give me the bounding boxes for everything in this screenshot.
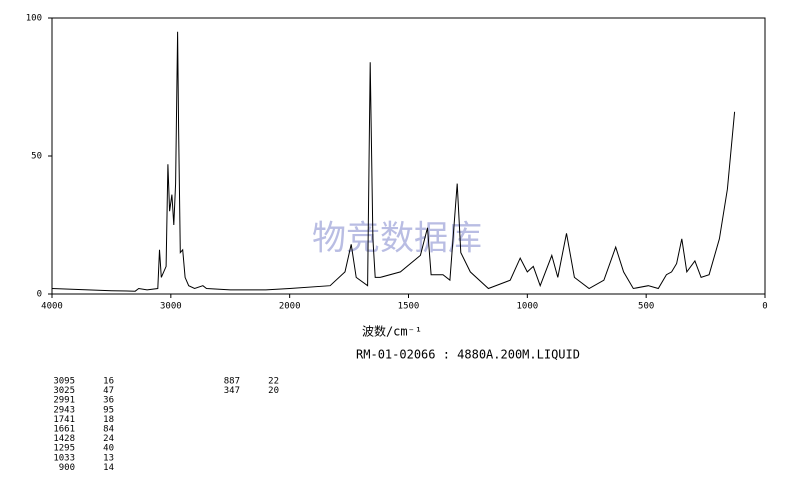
- peak-wavenumber: 347: [224, 386, 240, 396]
- x-tick-label: 500: [638, 302, 654, 312]
- peak-intensity: 40: [103, 444, 114, 454]
- peak-wavenumber: 1295: [53, 444, 75, 454]
- peak-intensity: 24: [103, 434, 114, 444]
- x-axis-label: 波数/cm⁻¹: [362, 324, 422, 339]
- y-tick-label: 0: [37, 290, 42, 300]
- x-tick-label: 0: [762, 302, 767, 312]
- x-tick-label: 1500: [398, 302, 420, 312]
- spectrum-line: [51, 31, 736, 292]
- peak-wavenumber: 1741: [53, 415, 75, 425]
- watermark: 物竞数据库: [312, 219, 482, 259]
- y-tick-label: 100: [26, 14, 42, 24]
- peak-intensity: 13: [103, 453, 114, 463]
- peak-wavenumber: 2943: [53, 405, 75, 415]
- peak-wavenumber: 2991: [53, 396, 75, 406]
- peak-intensity: 22: [268, 377, 279, 387]
- x-tick-label: 4000: [41, 302, 63, 312]
- peak-wavenumber: 900: [59, 463, 75, 473]
- peak-intensity: 84: [103, 425, 114, 435]
- peak-intensity: 18: [103, 415, 114, 425]
- peak-intensity: 16: [103, 377, 114, 387]
- peak-wavenumber: 1033: [53, 453, 75, 463]
- peak-intensity: 36: [103, 396, 114, 406]
- peak-wavenumber: 887: [224, 377, 240, 387]
- peak-intensity: 14: [103, 463, 114, 473]
- peak-wavenumber: 3095: [53, 377, 75, 387]
- peak-wavenumber: 3025: [53, 386, 75, 396]
- x-tick-label: 2000: [279, 302, 301, 312]
- y-tick-label: 50: [31, 152, 42, 162]
- peak-intensity: 95: [103, 405, 114, 415]
- peak-intensity: 47: [103, 386, 114, 396]
- x-tick-label: 3000: [160, 302, 182, 312]
- peak-wavenumber: 1661: [53, 425, 75, 435]
- x-tick-label: 1000: [516, 302, 538, 312]
- peak-wavenumber: 1428: [53, 434, 75, 444]
- peak-intensity: 20: [268, 386, 279, 396]
- subtitle: RM-01-02066 : 4880A.200M.LIQUID: [356, 348, 580, 362]
